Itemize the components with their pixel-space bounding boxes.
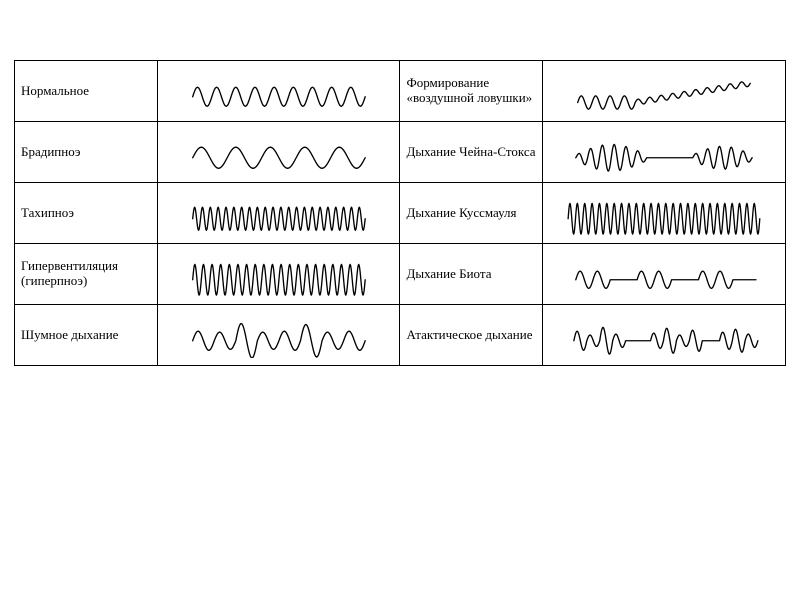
pattern-label: Гипервентиляция (гиперпноэ) bbox=[15, 244, 158, 305]
pattern-waveform-cell bbox=[157, 183, 400, 244]
pattern-label: Дыхание Куссмауля bbox=[400, 183, 543, 244]
table-row: Шумное дыхание Атактическое дыхание bbox=[15, 305, 786, 366]
waveform-hyperventilation bbox=[164, 251, 394, 297]
waveform-kussmaul bbox=[549, 190, 779, 236]
pattern-label: Нормальное bbox=[15, 61, 158, 122]
pattern-label: Тахипноэ bbox=[15, 183, 158, 244]
waveform-bradypnea bbox=[164, 129, 394, 175]
pattern-waveform-cell bbox=[157, 305, 400, 366]
pattern-waveform-cell bbox=[543, 122, 786, 183]
pattern-label: Формирование «воздушной ловушки» bbox=[400, 61, 543, 122]
waveform-tachypnea bbox=[164, 190, 394, 236]
pattern-waveform-cell bbox=[543, 183, 786, 244]
pattern-label: Дыхание Чейна-Стокса bbox=[400, 122, 543, 183]
pattern-waveform-cell bbox=[157, 122, 400, 183]
table-row: Тахипноэ Дыхание Куссмауля bbox=[15, 183, 786, 244]
waveform-biot bbox=[549, 251, 779, 297]
pattern-label: Шумное дыхание bbox=[15, 305, 158, 366]
pattern-waveform-cell bbox=[543, 61, 786, 122]
pattern-label: Атактическое дыхание bbox=[400, 305, 543, 366]
breathing-patterns-table: Нормальное Формирование «воздушной ловуш… bbox=[14, 60, 786, 366]
pattern-label: Дыхание Биота bbox=[400, 244, 543, 305]
waveform-normal bbox=[164, 68, 394, 114]
table-row: Гипервентиляция (гиперпноэ) Дыхание Биот… bbox=[15, 244, 786, 305]
pattern-label: Брадипноэ bbox=[15, 122, 158, 183]
waveform-cheyne_stokes bbox=[549, 129, 779, 175]
waveform-noisy bbox=[164, 312, 394, 358]
pattern-waveform-cell bbox=[543, 305, 786, 366]
pattern-waveform-cell bbox=[157, 244, 400, 305]
table-row: Нормальное Формирование «воздушной ловуш… bbox=[15, 61, 786, 122]
pattern-waveform-cell bbox=[543, 244, 786, 305]
pattern-waveform-cell bbox=[157, 61, 400, 122]
waveform-air_trap bbox=[549, 68, 779, 114]
waveform-ataxic bbox=[549, 312, 779, 358]
table-row: Брадипноэ Дыхание Чейна-Стокса bbox=[15, 122, 786, 183]
